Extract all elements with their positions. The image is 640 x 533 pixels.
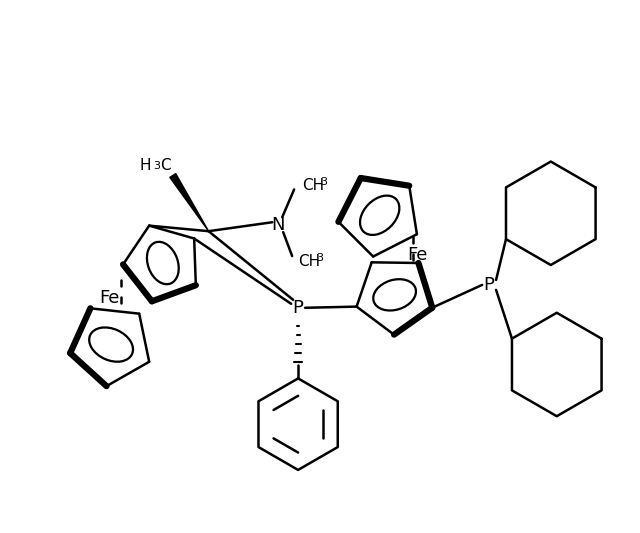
Text: H: H	[140, 158, 151, 173]
Text: 3: 3	[320, 177, 327, 188]
Text: 3: 3	[153, 161, 160, 172]
Text: C: C	[160, 158, 170, 173]
Text: Fe: Fe	[407, 246, 428, 264]
Text: Fe: Fe	[99, 289, 119, 307]
Text: CH: CH	[298, 254, 320, 269]
Text: N: N	[271, 216, 285, 234]
Polygon shape	[170, 174, 209, 231]
Text: 3: 3	[316, 253, 323, 263]
Text: CH: CH	[302, 178, 324, 193]
Text: P: P	[484, 276, 495, 294]
Text: P: P	[292, 299, 303, 317]
